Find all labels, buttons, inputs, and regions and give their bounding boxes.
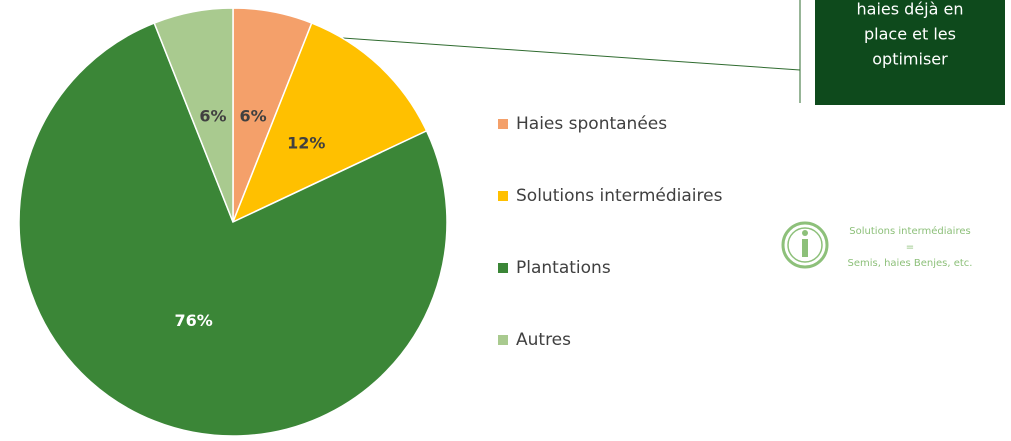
legend-label: Plantations (516, 258, 611, 278)
legend-swatch (498, 119, 508, 129)
legend-label: Solutions intermédiaires (516, 186, 723, 206)
info-icon-inner (787, 227, 823, 263)
note-text: Semis, haies Benjes, etc. (848, 258, 973, 269)
info-icon-dot (802, 230, 808, 236)
note-text: Solutions intermédiaires (849, 225, 970, 237)
annotation-text: haies déjà en (857, 0, 964, 19)
legend-label: Haies spontanées (516, 114, 667, 134)
pie-slice (231, 22, 428, 224)
annotation-text: optimiser (872, 50, 948, 69)
legend-swatch (498, 263, 508, 273)
legend-swatch (498, 335, 508, 345)
data-label: 76% (174, 311, 212, 330)
legend-swatch (498, 191, 508, 201)
annotation-box (815, 0, 1005, 105)
pie-slice (18, 22, 448, 437)
pie-slice (153, 7, 234, 223)
legend-label: Autres (516, 330, 571, 350)
info-icon-stem (802, 239, 808, 257)
data-label: 6% (239, 106, 266, 125)
data-label: 6% (199, 106, 226, 125)
note-text: = (906, 242, 914, 253)
annotation-text: place et les (864, 25, 956, 44)
data-label: 12% (287, 134, 325, 153)
info-icon (781, 221, 829, 269)
